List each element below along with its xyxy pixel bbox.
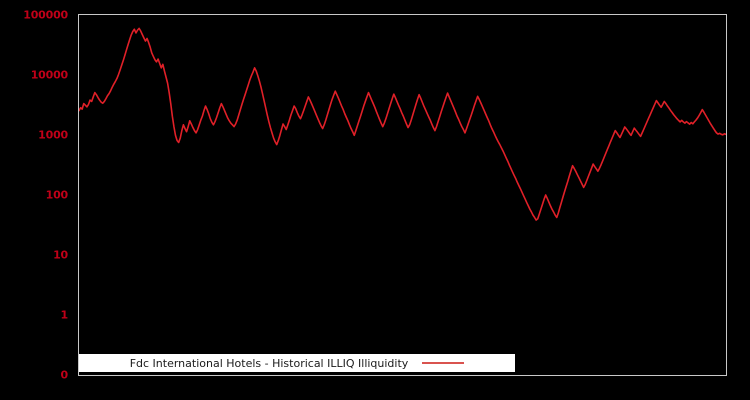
- y-tick-label: 100000: [23, 8, 68, 22]
- legend-label: Fdc International Hotels - Historical IL…: [129, 356, 409, 370]
- series-illiq-line: [79, 15, 726, 375]
- y-tick-label: 10000: [30, 68, 68, 82]
- legend: Fdc International Hotels - Historical IL…: [79, 354, 515, 372]
- y-tick-label: 0: [60, 368, 69, 382]
- y-tick-label: 100: [45, 188, 69, 202]
- y-axis: 100000 10000 1000 100 10 1 0: [0, 0, 78, 400]
- y-tick-label: 10: [53, 248, 68, 262]
- y-tick-label: 1000: [38, 128, 68, 142]
- y-tick-label: 1: [60, 308, 69, 322]
- legend-line-sample-icon: [422, 362, 465, 364]
- plot-area: [78, 14, 727, 376]
